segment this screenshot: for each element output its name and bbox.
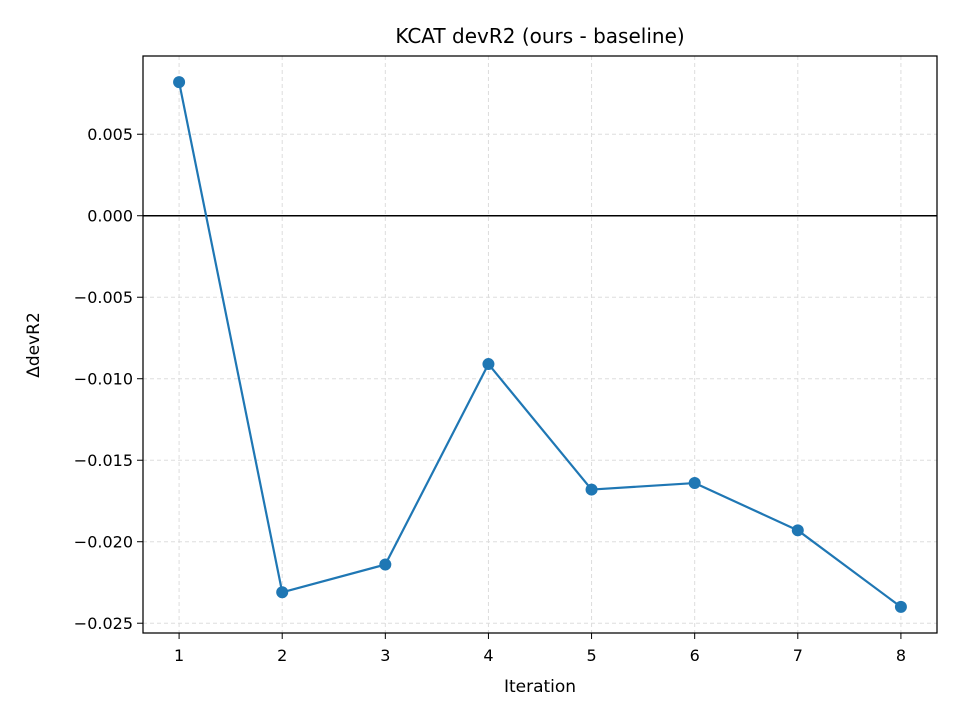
y-axis-label: ΔdevR2	[24, 312, 44, 378]
x-axis: 1 2 3 4 5 6 7 8	[174, 633, 906, 665]
x-tick-label: 4	[483, 646, 493, 665]
x-tick-label: 1	[174, 646, 184, 665]
x-tick-label: 2	[277, 646, 287, 665]
x-tick-label: 7	[793, 646, 803, 665]
plot-frame	[142, 55, 938, 634]
data-point	[482, 358, 495, 371]
y-tick-label: −0.010	[74, 370, 133, 389]
x-tick-label: 6	[690, 646, 700, 665]
y-tick-label: 0.005	[87, 125, 133, 144]
series-layer	[173, 76, 907, 613]
y-tick-label: −0.005	[74, 288, 133, 307]
chart-title: KCAT devR2 (ours - baseline)	[395, 24, 684, 48]
x-tick-label: 3	[380, 646, 390, 665]
x-tick-label: 5	[586, 646, 596, 665]
y-tick-label: 0.000	[87, 207, 133, 226]
y-tick-label: −0.020	[74, 533, 133, 552]
data-point	[585, 483, 598, 496]
y-tick-label: −0.015	[74, 451, 133, 470]
x-axis-label: Iteration	[504, 677, 576, 697]
data-point	[379, 558, 392, 571]
data-point	[276, 586, 289, 599]
data-point	[791, 524, 804, 537]
data-point	[173, 76, 186, 89]
data-point	[894, 600, 907, 613]
x-tick-label: 8	[896, 646, 906, 665]
y-tick-label: −0.025	[74, 614, 133, 633]
data-point	[688, 477, 701, 490]
y-axis: 0.005 0.000 −0.005 −0.010 −0.015 −0.020 −0.025	[74, 125, 143, 633]
series-line	[178, 81, 902, 608]
